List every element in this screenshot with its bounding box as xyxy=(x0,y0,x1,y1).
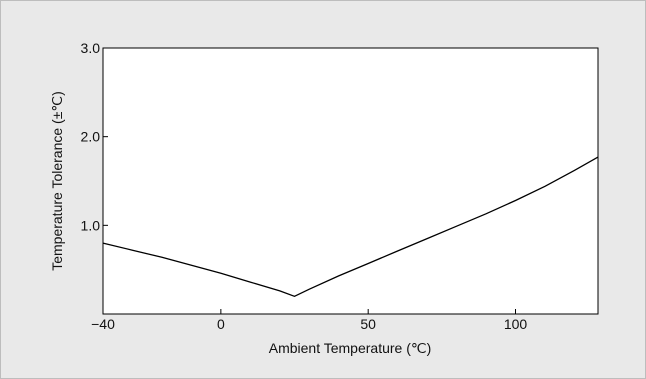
series-line xyxy=(102,156,599,298)
y-axis-ticks: 1.0 2.0 3.0 xyxy=(81,40,108,233)
x-axis-ticks: −40 0 50 100 xyxy=(91,309,527,332)
y-axis-title: Temperature Tolerance (±℃) xyxy=(49,91,65,271)
x-tick-label: 50 xyxy=(360,316,376,332)
x-tick-label: −40 xyxy=(91,316,115,332)
y-tick-label: 2.0 xyxy=(81,129,101,145)
plot-area xyxy=(102,47,599,315)
x-axis-title: Ambient Temperature (℃) xyxy=(269,340,432,356)
x-tick-label: 0 xyxy=(217,316,225,332)
x-tick-label: 100 xyxy=(504,316,528,332)
y-tick-label: 3.0 xyxy=(81,40,101,56)
y-tick-label: 1.0 xyxy=(81,217,101,233)
